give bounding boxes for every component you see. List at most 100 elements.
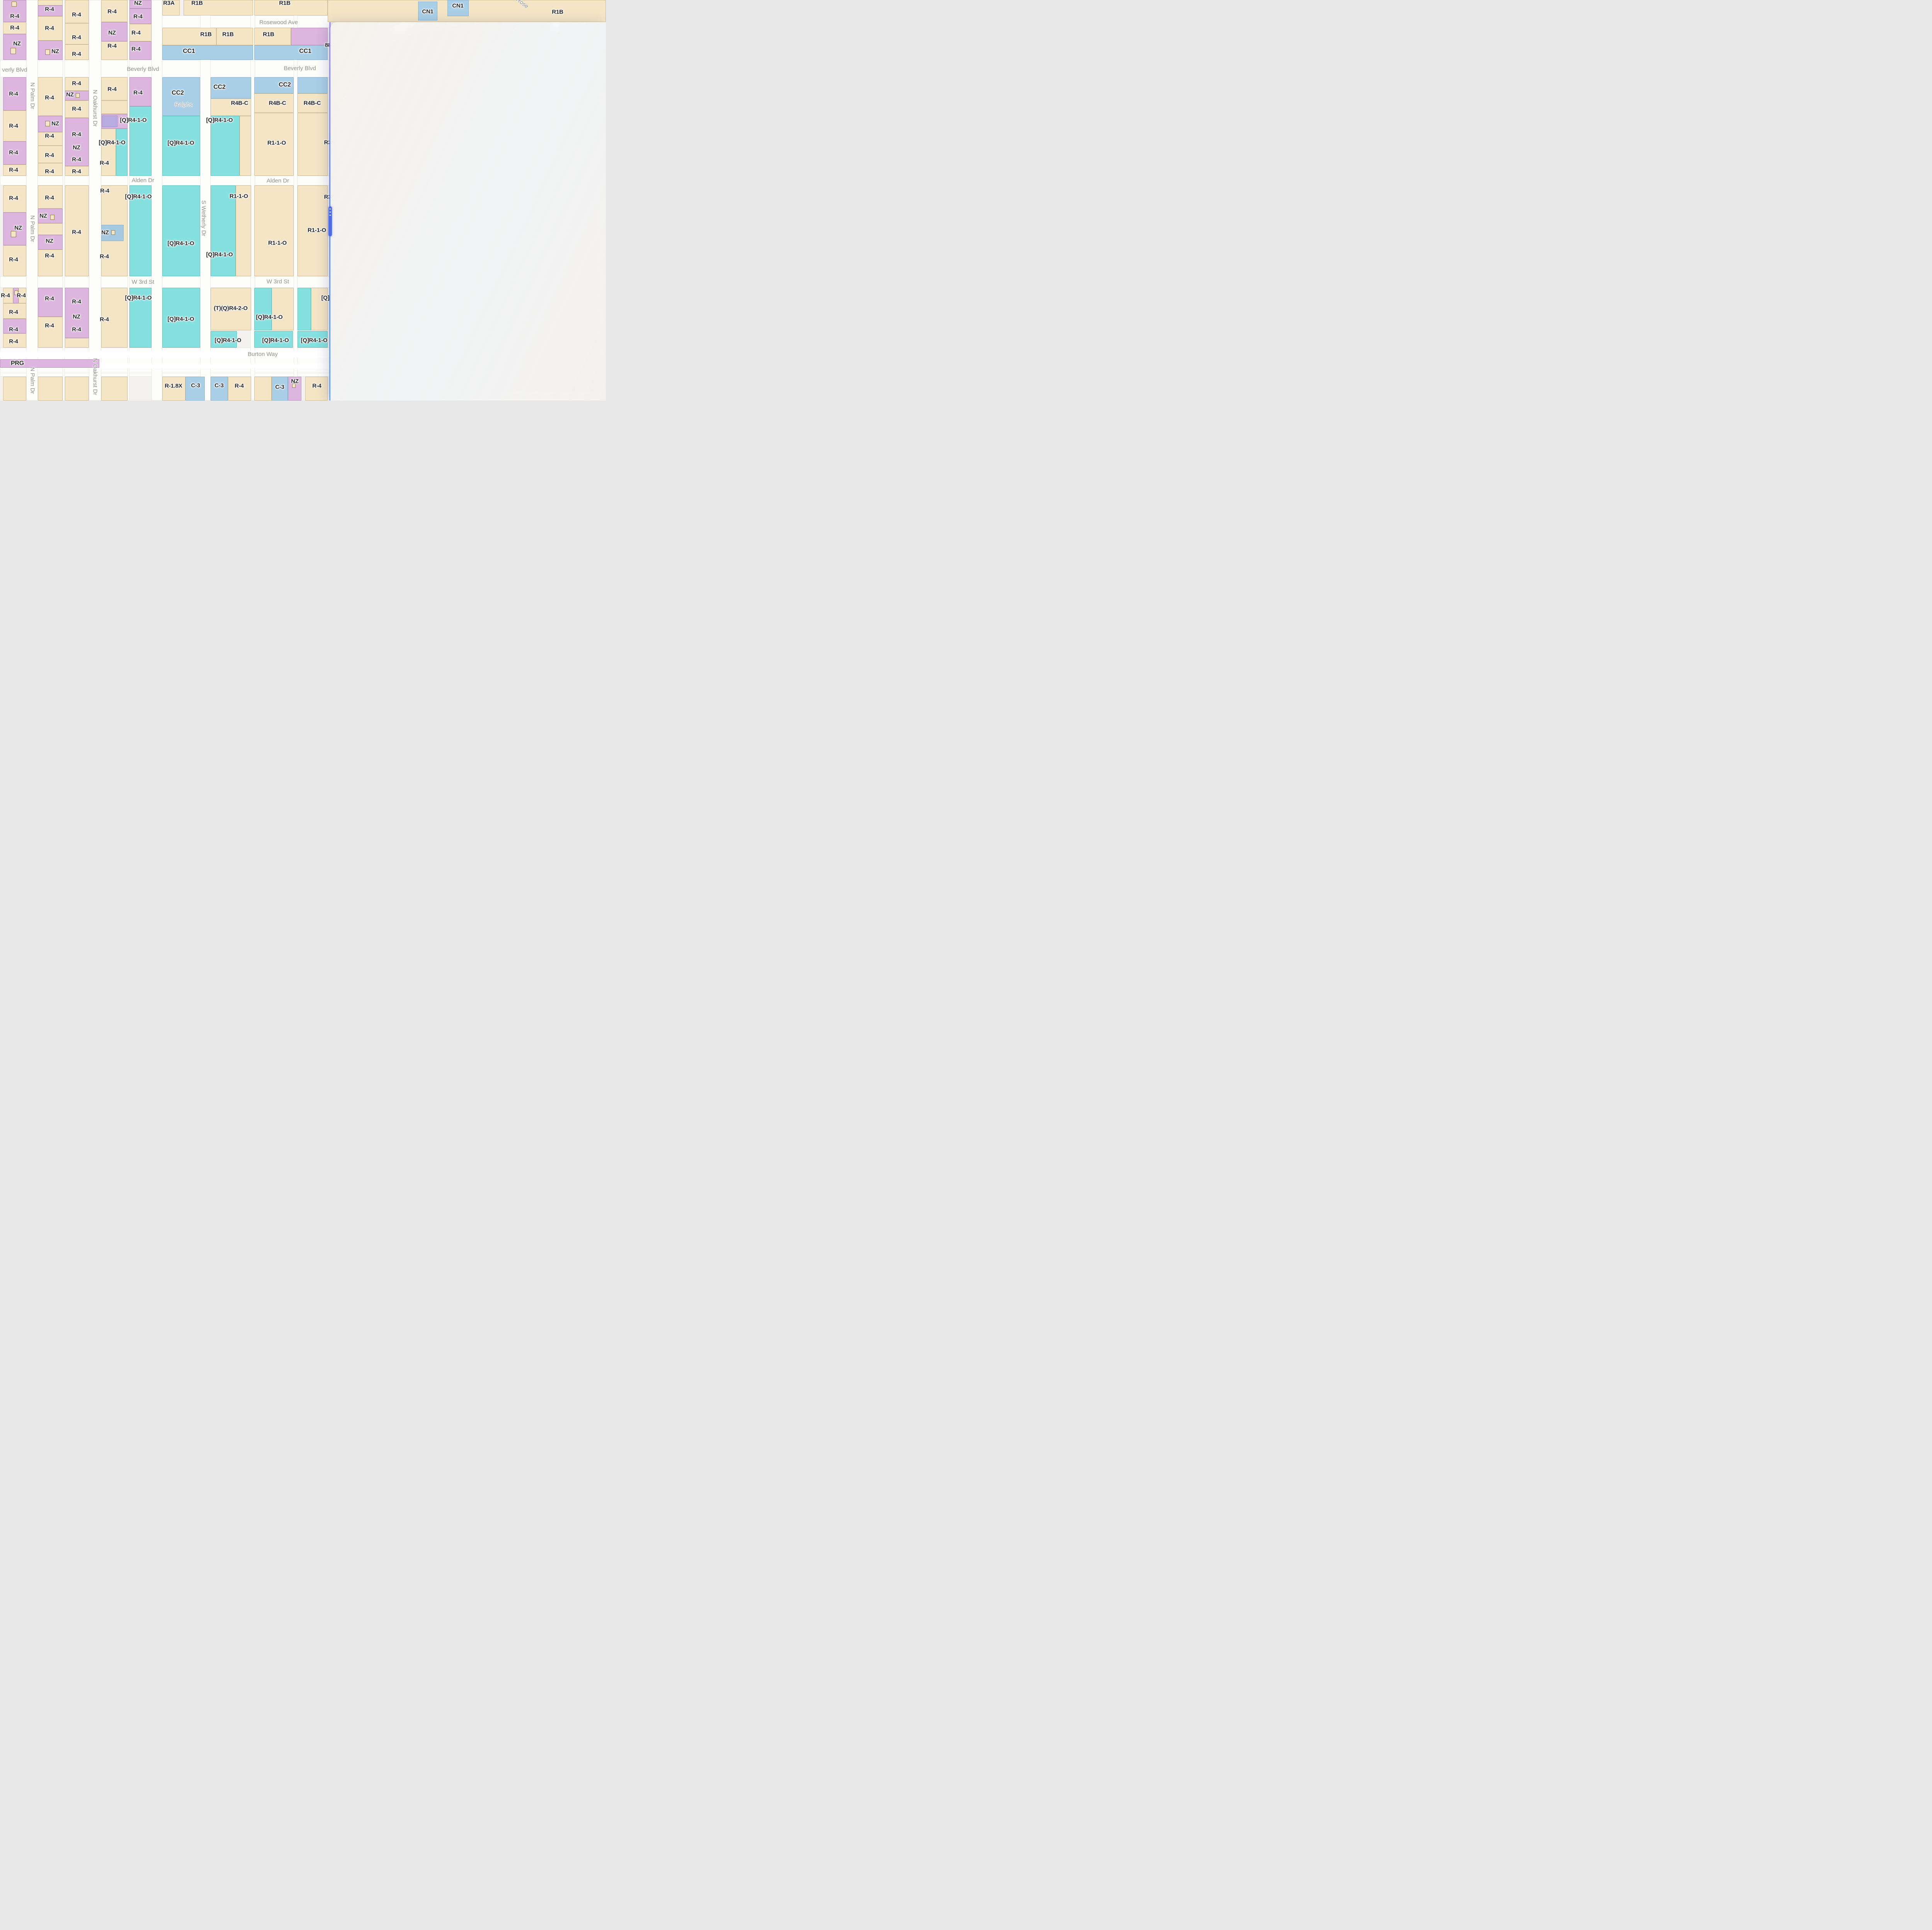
zone-parcel[interactable] <box>3 185 26 212</box>
zone-parcel[interactable] <box>65 288 89 338</box>
zone-parcel[interactable] <box>305 377 328 401</box>
zone-parcel[interactable] <box>254 77 294 93</box>
zone-parcel[interactable] <box>298 113 328 176</box>
zone-parcel[interactable] <box>129 41 151 60</box>
zone-parcel[interactable] <box>65 166 89 176</box>
zone-parcel[interactable] <box>101 22 128 41</box>
zone-parcel[interactable] <box>254 45 328 60</box>
zone-parcel[interactable] <box>38 223 63 235</box>
zone-parcel[interactable] <box>254 377 272 401</box>
zone-parcel[interactable] <box>162 116 200 176</box>
zone-parcel[interactable] <box>162 77 200 116</box>
zone-parcel[interactable] <box>116 129 128 176</box>
zone-parcel[interactable] <box>65 185 89 276</box>
zoning-map[interactable]: R-4 R-4 NZ R-4 R-4 NZ R-4 R-4 R-4 R-4 NZ R-4 NZ R-4 R-… <box>0 0 606 401</box>
zone-parcel[interactable] <box>19 288 26 303</box>
zone-parcel[interactable] <box>38 116 63 132</box>
zone-parcel[interactable] <box>272 377 288 401</box>
zone-parcel[interactable] <box>216 28 253 45</box>
zone-parcel[interactable] <box>38 16 63 41</box>
zone-parcel[interactable] <box>65 118 89 166</box>
zone-parcel[interactable] <box>65 23 89 44</box>
zone-parcel[interactable] <box>211 377 228 401</box>
zone-parcel[interactable] <box>211 185 236 276</box>
zone-parcel[interactable] <box>298 331 328 348</box>
zone-parcel[interactable] <box>129 288 151 348</box>
zone-parcel[interactable] <box>254 331 293 348</box>
zone-parcel[interactable] <box>38 132 63 146</box>
zone-parcel[interactable] <box>129 185 151 276</box>
zone-parcel[interactable] <box>129 106 151 176</box>
zone-parcel[interactable] <box>101 288 128 348</box>
zone-parcel[interactable] <box>38 0 63 5</box>
panel-drag-handle[interactable] <box>328 206 332 236</box>
zone-parcel[interactable] <box>38 235 63 250</box>
zone-parcel[interactable] <box>254 93 294 113</box>
zone-parcel[interactable] <box>311 288 328 330</box>
zone-parcel[interactable] <box>291 28 328 45</box>
zone-parcel[interactable] <box>228 377 251 401</box>
zone-parcel[interactable] <box>101 0 128 22</box>
zone-parcel[interactable] <box>162 185 200 276</box>
zone-parcel[interactable] <box>298 77 328 93</box>
zone-parcel[interactable] <box>447 0 469 16</box>
zone-parcel[interactable] <box>3 165 26 176</box>
zone-parcel[interactable] <box>101 41 128 60</box>
zone-parcel[interactable] <box>236 185 251 276</box>
zone-parcel[interactable] <box>298 185 328 276</box>
zone-parcel[interactable] <box>101 225 124 241</box>
zone-parcel[interactable] <box>65 377 89 401</box>
zone-parcel[interactable] <box>101 77 128 100</box>
zone-parcel[interactable] <box>65 44 89 60</box>
zone-parcel[interactable] <box>38 250 63 276</box>
zone-parcel[interactable] <box>65 100 89 118</box>
zone-parcel[interactable] <box>211 77 251 99</box>
zone-parcel[interactable] <box>38 288 63 317</box>
zone-parcel[interactable] <box>3 303 26 319</box>
zone-parcel[interactable] <box>254 185 294 276</box>
zone-parcel[interactable] <box>38 41 63 60</box>
zone-parcel[interactable] <box>288 377 301 401</box>
zone-parcel[interactable] <box>298 288 311 330</box>
zone-parcel[interactable] <box>162 0 180 15</box>
zone-parcel[interactable] <box>184 0 253 15</box>
zone-parcel[interactable] <box>65 0 89 23</box>
zone-parcel[interactable] <box>3 141 26 165</box>
zone-parcel[interactable] <box>0 359 99 368</box>
zone-parcel[interactable] <box>254 288 272 330</box>
zone-parcel[interactable] <box>162 28 216 45</box>
zone-parcel[interactable] <box>102 116 117 127</box>
zone-parcel[interactable] <box>272 288 294 330</box>
zone-parcel[interactable] <box>129 77 151 106</box>
zone-parcel[interactable] <box>101 100 128 114</box>
zone-parcel[interactable] <box>3 110 26 141</box>
zone-parcel[interactable] <box>3 319 26 333</box>
zone-parcel[interactable] <box>101 129 116 176</box>
zone-parcel[interactable] <box>162 377 185 401</box>
zone-parcel[interactable] <box>211 116 240 176</box>
zone-parcel[interactable] <box>3 377 26 401</box>
zone-parcel[interactable] <box>129 0 151 8</box>
zone-parcel[interactable] <box>254 113 294 176</box>
zone-parcel[interactable] <box>162 288 200 348</box>
zone-parcel[interactable] <box>65 77 89 91</box>
zone-parcel[interactable] <box>65 338 89 348</box>
zone-parcel[interactable] <box>3 288 13 303</box>
zone-parcel[interactable] <box>418 2 437 20</box>
zone-parcel[interactable] <box>129 24 151 41</box>
zone-parcel[interactable] <box>129 8 151 24</box>
zone-parcel[interactable] <box>254 28 291 45</box>
zone-parcel[interactable] <box>3 212 26 245</box>
zone-parcel[interactable] <box>211 288 251 330</box>
zone-parcel[interactable] <box>3 77 26 110</box>
zone-parcel[interactable] <box>101 377 128 401</box>
zone-parcel[interactable] <box>38 163 63 176</box>
zone-parcel[interactable] <box>38 77 63 116</box>
zone-parcel[interactable] <box>38 5 63 16</box>
zone-parcel[interactable] <box>185 377 205 401</box>
zone-parcel[interactable] <box>254 0 328 15</box>
zone-parcel[interactable] <box>3 22 26 34</box>
zone-parcel[interactable] <box>38 377 63 401</box>
zone-parcel[interactable] <box>3 333 26 348</box>
zone-parcel[interactable] <box>38 185 63 209</box>
